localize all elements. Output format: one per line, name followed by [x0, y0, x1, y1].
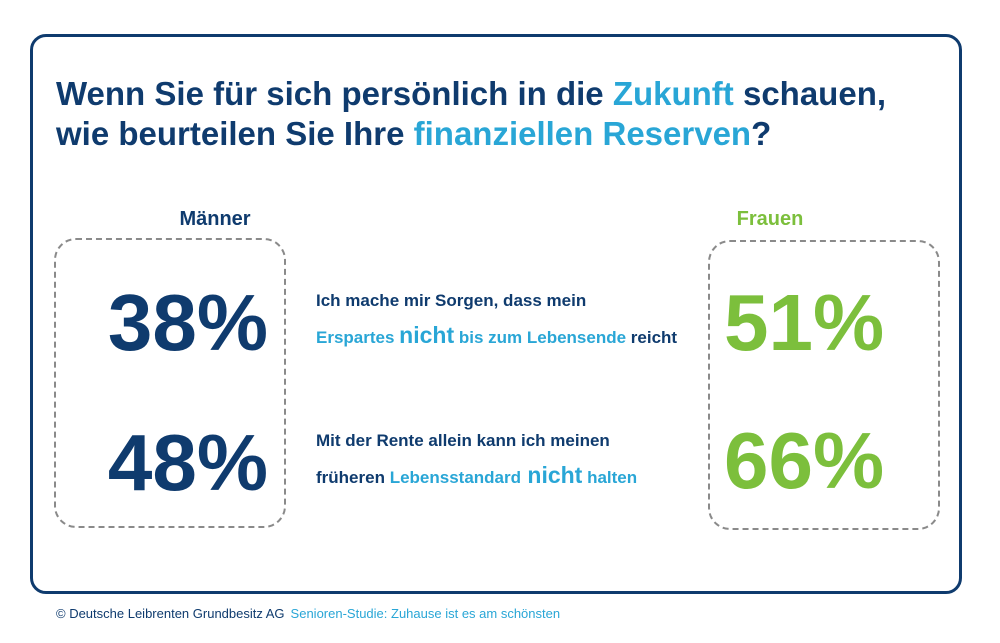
- statement-text: früheren: [316, 468, 390, 487]
- headline-highlight-zukunft: Zukunft: [612, 75, 734, 112]
- men-label: Männer: [179, 208, 251, 230]
- headline-text: schauen,: [733, 75, 887, 112]
- statement-text: Ich mache mir Sorgen, dass mein: [316, 291, 587, 310]
- statement-text: Erspartes: [316, 328, 400, 347]
- footer-copyright: © Deutsche Leibrenten Grundbesitz AG: [56, 606, 285, 621]
- headline-text: wie beurteilen Sie Ihre: [56, 115, 414, 152]
- statement-worry: Ich mache mir Sorgen, dass mein Ersparte…: [316, 284, 716, 355]
- men-value-worry: 38%: [107, 278, 268, 367]
- women-label: Frauen: [736, 208, 804, 230]
- men-value-pension: 48%: [107, 418, 268, 507]
- headline-text: ?: [751, 115, 772, 152]
- headline: Wenn Sie für sich persönlich in die Zuku…: [56, 74, 936, 154]
- survey-card: [30, 34, 962, 594]
- statement-text: bis zum Lebensende: [454, 328, 627, 347]
- statement-emphasis: nicht: [399, 322, 455, 348]
- women-results-box: 51% 66%: [708, 240, 940, 530]
- statement-text: reicht: [626, 328, 678, 347]
- statement-highlight: Lebensstandard: [389, 468, 521, 487]
- headline-highlight-reserven: finanziellen Reserven: [413, 115, 752, 152]
- men-results-box: 38% 48%: [54, 238, 286, 528]
- headline-text: Wenn Sie für sich persönlich in die: [56, 75, 613, 112]
- statement-pension: Mit der Rente allein kann ich meinen frü…: [316, 424, 716, 495]
- statement-emphasis: nicht: [521, 462, 583, 488]
- statement-text: Mit der Rente allein kann ich meinen: [316, 431, 610, 450]
- footer: © Deutsche Leibrenten Grundbesitz AG Seni…: [56, 606, 560, 621]
- statement-text: halten: [582, 468, 638, 487]
- women-value-worry: 51%: [724, 278, 885, 367]
- footer-study-title: Senioren-Studie: Zuhause ist es am schön…: [290, 606, 561, 621]
- women-value-pension: 66%: [724, 416, 885, 505]
